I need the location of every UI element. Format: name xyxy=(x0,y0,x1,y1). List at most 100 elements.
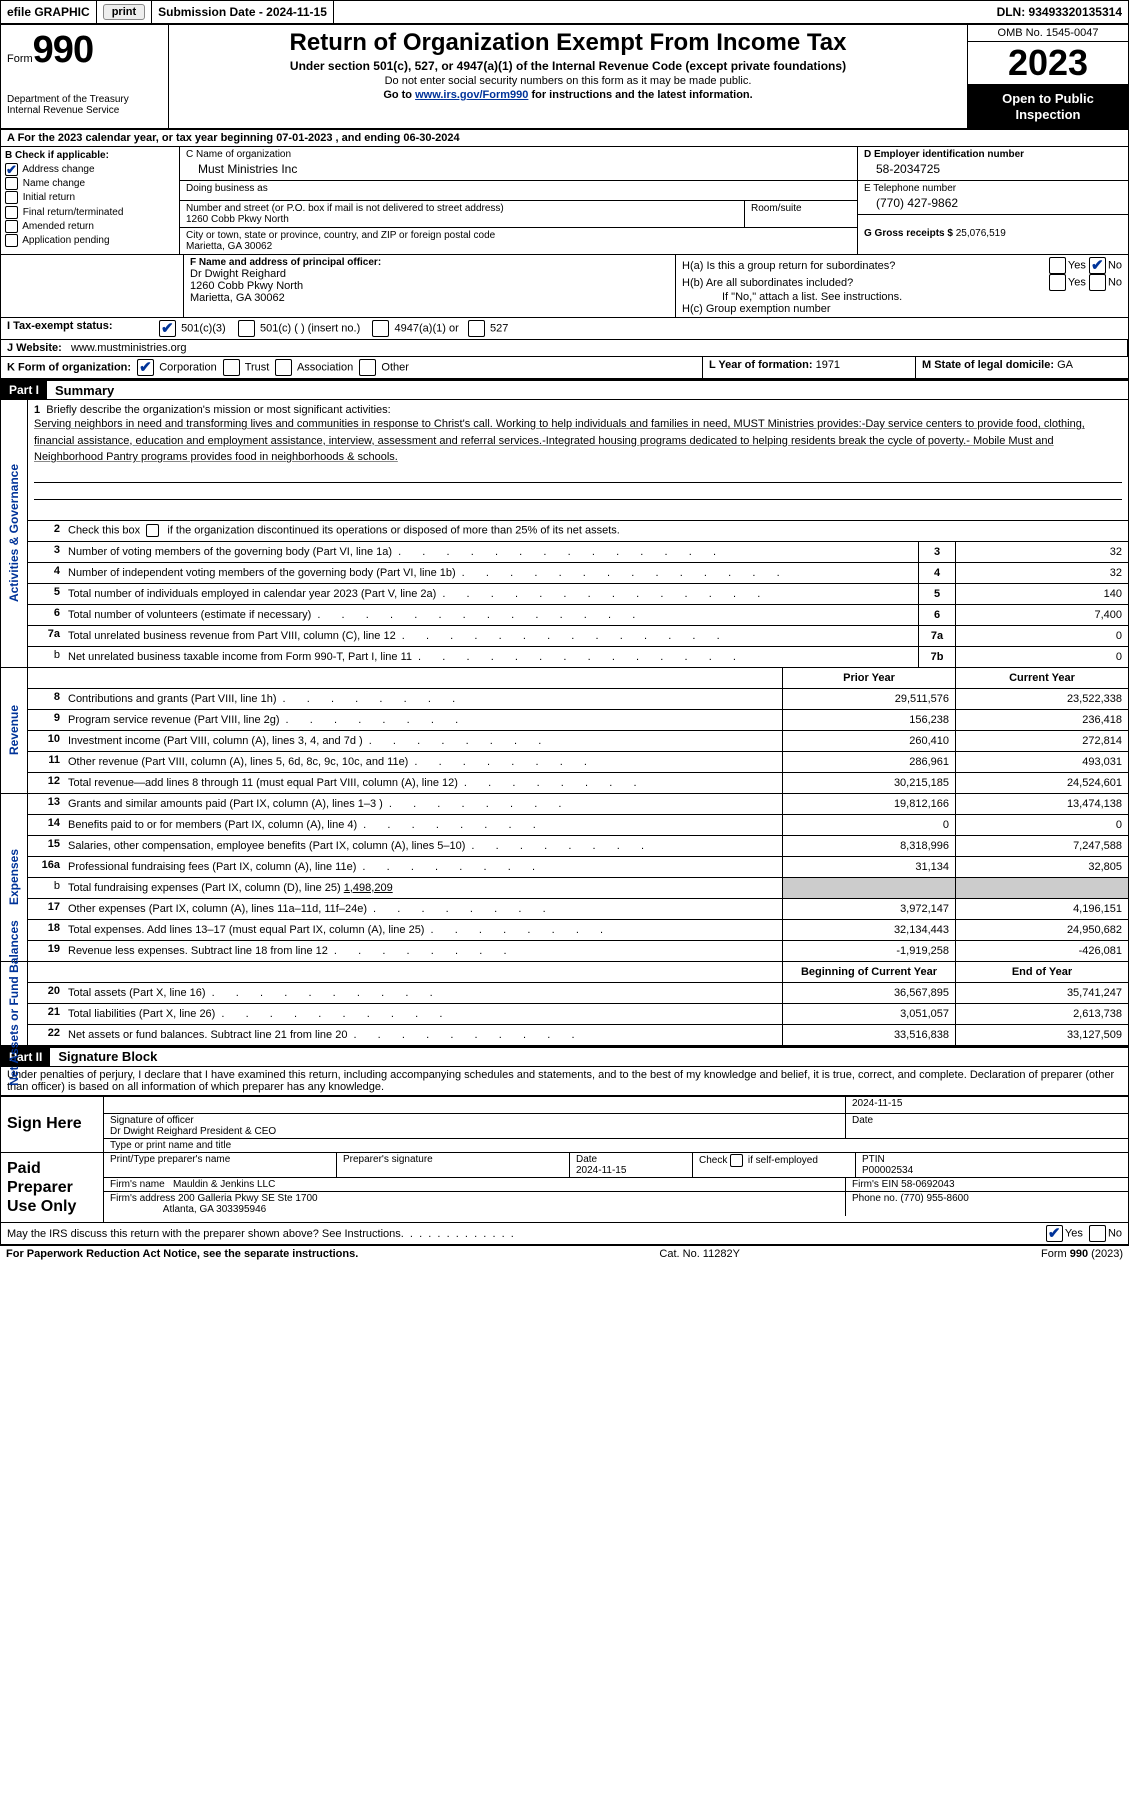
form-subtitle: Under section 501(c), 527, or 4947(a)(1)… xyxy=(175,59,961,73)
gross-value: 25,076,519 xyxy=(956,228,1006,239)
discuss-no[interactable] xyxy=(1089,1225,1106,1242)
form-link: Go to www.irs.gov/Form990 for instructio… xyxy=(175,89,961,101)
form-note: Do not enter social security numbers on … xyxy=(175,75,961,87)
prep-sig-label: Preparer's signature xyxy=(343,1154,563,1165)
sign-here-label: Sign Here xyxy=(1,1097,104,1152)
form-number: 990 xyxy=(33,29,93,71)
box-b-label: B Check if applicable: xyxy=(5,149,175,163)
h-b-yes[interactable] xyxy=(1049,274,1066,291)
section-expenses: Expenses 13Grants and similar amounts pa… xyxy=(0,794,1129,962)
prior-year-header: Prior Year xyxy=(782,668,955,688)
city-value: Marietta, GA 30062 xyxy=(186,241,851,252)
box-k: K Form of organization: Corporation Trus… xyxy=(1,357,703,378)
inspection-notice: Open to Public Inspection xyxy=(968,85,1128,128)
section-net-assets: Net Assets or Fund Balances Beginning of… xyxy=(0,962,1129,1047)
line-15: 15Salaries, other compensation, employee… xyxy=(28,836,1128,857)
line-7a: 7aTotal unrelated business revenue from … xyxy=(28,626,1128,647)
check-other[interactable] xyxy=(359,359,376,376)
sign-date: 2024-11-15 xyxy=(852,1098,1122,1109)
check-address-change[interactable] xyxy=(5,163,18,176)
line-11: 11Other revenue (Part VIII, column (A), … xyxy=(28,752,1128,773)
line-20: 20Total assets (Part X, line 16). . . . … xyxy=(28,983,1128,1004)
h-a-label: H(a) Is this a group return for subordin… xyxy=(682,260,895,272)
check-corporation[interactable] xyxy=(137,359,154,376)
irs-link[interactable]: www.irs.gov/Form990 xyxy=(415,89,528,101)
line-22: 22Net assets or fund balances. Subtract … xyxy=(28,1025,1128,1045)
submission-date: Submission Date - 2024-11-15 xyxy=(152,0,334,25)
room-label: Room/suite xyxy=(751,203,851,214)
form-title: Return of Organization Exempt From Incom… xyxy=(175,29,961,57)
firm-addr2: Atlanta, GA 303395946 xyxy=(163,1204,266,1215)
footer-left: For Paperwork Reduction Act Notice, see … xyxy=(6,1248,358,1260)
line-16a: 16aProfessional fundraising fees (Part I… xyxy=(28,857,1128,878)
line-2: Check this box if the organization disco… xyxy=(64,521,1128,541)
form-word: Form xyxy=(7,53,33,65)
check-amended[interactable] xyxy=(5,220,18,233)
check-501c3[interactable] xyxy=(159,320,176,337)
side-label-ag: Activities & Governance xyxy=(1,400,28,667)
dba-value xyxy=(186,194,851,198)
prep-check-label: Check if self-employed xyxy=(699,1154,849,1167)
ein-label: D Employer identification number xyxy=(864,149,1122,160)
section-activities-governance: Activities & Governance 1 Briefly descri… xyxy=(0,400,1129,668)
check-527[interactable] xyxy=(468,320,485,337)
h-b-no[interactable] xyxy=(1089,274,1106,291)
preparer-label: Paid Preparer Use Only xyxy=(1,1153,104,1223)
line-4: 4Number of independent voting members of… xyxy=(28,563,1128,584)
h-a-no[interactable] xyxy=(1089,257,1106,274)
section-f-h: F Name and address of principal officer:… xyxy=(0,255,1129,318)
check-501c[interactable] xyxy=(238,320,255,337)
box-b: B Check if applicable: Address change Na… xyxy=(1,147,180,254)
line-13: 13Grants and similar amounts paid (Part … xyxy=(28,794,1128,815)
street-label: Number and street (or P.O. box if mail i… xyxy=(186,203,738,214)
check-self-employed[interactable] xyxy=(730,1154,743,1167)
check-trust[interactable] xyxy=(223,359,240,376)
tax-year: 2023 xyxy=(968,42,1128,85)
print-button[interactable]: print xyxy=(97,0,152,25)
signature-block: Sign Here 2024-11-15 Signature of office… xyxy=(0,1095,1129,1224)
footer-center: Cat. No. 11282Y xyxy=(659,1248,740,1260)
line-b: bTotal fundraising expenses (Part IX, co… xyxy=(28,878,1128,899)
part-1-header: Part I Summary xyxy=(0,380,1129,400)
sig-date-label: Date xyxy=(852,1115,1122,1126)
line-19: 19Revenue less expenses. Subtract line 1… xyxy=(28,941,1128,961)
check-application-pending[interactable] xyxy=(5,234,18,247)
form-header: Form990 Department of the Treasury Inter… xyxy=(0,25,1129,128)
ein-value: 58-2034725 xyxy=(864,160,1122,178)
check-name-change[interactable] xyxy=(5,177,18,190)
officer-street: 1260 Cobb Pkwy North xyxy=(190,280,669,292)
phone-value: (770) 427-9862 xyxy=(864,194,1122,212)
check-initial-return[interactable] xyxy=(5,191,18,204)
section-identity: B Check if applicable: Address change Na… xyxy=(0,147,1129,255)
line-6: 6Total number of volunteers (estimate if… xyxy=(28,605,1128,626)
side-label-net: Net Assets or Fund Balances xyxy=(1,962,28,1045)
box-d-e-g: D Employer identification number 58-2034… xyxy=(857,147,1128,254)
check-4947[interactable] xyxy=(372,320,389,337)
footer-right: Form 990 (2023) xyxy=(1041,1248,1123,1260)
dln: DLN: 93493320135314 xyxy=(991,0,1128,25)
eoy-header: End of Year xyxy=(955,962,1128,982)
prep-date: 2024-11-15 xyxy=(576,1165,686,1176)
box-i-options: 501(c)(3) 501(c) ( ) (insert no.) 4947(a… xyxy=(153,318,1128,339)
declaration: Under penalties of perjury, I declare th… xyxy=(0,1067,1129,1095)
line-18: 18Total expenses. Add lines 13–17 (must … xyxy=(28,920,1128,941)
ptin-label: PTIN xyxy=(862,1154,1122,1165)
discuss-row: May the IRS discuss this return with the… xyxy=(0,1223,1129,1245)
phone-label: E Telephone number xyxy=(864,183,1122,194)
check-association[interactable] xyxy=(275,359,292,376)
discuss-yes[interactable] xyxy=(1046,1225,1063,1242)
sig-officer-name: Dr Dwight Reighard President & CEO xyxy=(110,1126,839,1137)
h-b-note: If "No," attach a list. See instructions… xyxy=(682,291,1122,303)
part-2-header: Part II Signature Block xyxy=(0,1047,1129,1067)
line-14: 14Benefits paid to or for members (Part … xyxy=(28,815,1128,836)
firm-name: Mauldin & Jenkins LLC xyxy=(173,1179,275,1190)
check-discontinued[interactable] xyxy=(146,524,159,537)
current-year-header: Current Year xyxy=(955,668,1128,688)
prep-date-label: Date xyxy=(576,1154,686,1165)
gross-label: G Gross receipts $ xyxy=(864,228,953,239)
bocy-header: Beginning of Current Year xyxy=(782,962,955,982)
line-17: 17Other expenses (Part IX, column (A), l… xyxy=(28,899,1128,920)
h-a-yes[interactable] xyxy=(1049,257,1066,274)
officer-name: Dr Dwight Reighard xyxy=(190,268,669,280)
check-final-return[interactable] xyxy=(5,206,18,219)
